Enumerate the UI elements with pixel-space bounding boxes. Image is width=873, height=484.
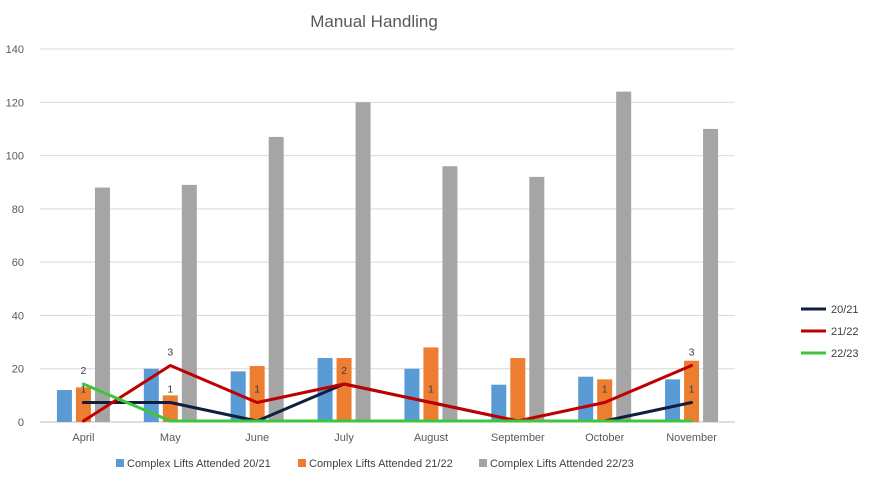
- legend-bottom: Complex Lifts Attended 20/21 Complex Lift…: [116, 458, 634, 470]
- x-tick-label: September: [491, 432, 545, 444]
- legend-item: Complex Lifts Attended 20/21: [116, 458, 271, 470]
- x-tick-label: November: [666, 432, 717, 444]
- bar: [665, 379, 681, 422]
- data-label: 2: [341, 365, 347, 377]
- bar: [230, 371, 246, 422]
- bar: [317, 358, 333, 422]
- y-axis: 0 20 40 60 80 100 120 140: [6, 44, 24, 429]
- legend-swatch: [298, 459, 306, 467]
- y-tick-label: 80: [12, 204, 24, 216]
- data-label: 1: [689, 384, 695, 396]
- x-tick-label: August: [414, 432, 448, 444]
- bar: [597, 379, 613, 422]
- line-series: [81, 364, 694, 423]
- bar: [75, 387, 91, 422]
- chart-title: Manual Handling: [310, 12, 438, 31]
- bar: [268, 136, 284, 422]
- y-tick-label: 120: [6, 97, 24, 109]
- legend-item: Complex Lifts Attended 21/22: [298, 458, 453, 470]
- y-tick-label: 0: [18, 417, 24, 429]
- x-tick-label: May: [160, 432, 181, 444]
- y-tick-label: 140: [6, 44, 24, 56]
- y-tick-label: 20: [12, 364, 24, 376]
- line-data-labels: 1 1 2 1 3 1 1 1 3 2: [81, 347, 695, 396]
- legend-label: Complex Lifts Attended 22/23: [490, 458, 634, 470]
- y-tick-label: 60: [12, 257, 24, 269]
- bar: [249, 366, 265, 422]
- bar: [510, 358, 526, 422]
- bar: [181, 184, 197, 422]
- data-label: 3: [167, 347, 173, 359]
- legend-item: Complex Lifts Attended 22/23: [479, 458, 634, 470]
- data-label: 1: [254, 384, 260, 396]
- bar: [703, 128, 719, 422]
- x-axis: April May June July August September October No…: [72, 432, 717, 444]
- bar: [442, 166, 458, 422]
- legend-label: 22/23: [831, 348, 859, 360]
- data-label: 3: [689, 347, 695, 359]
- line-22-23: [81, 382, 694, 423]
- data-label: 1: [602, 384, 608, 396]
- legend-swatch: [479, 459, 487, 467]
- legend-label: 21/22: [831, 326, 859, 338]
- bar: [684, 360, 700, 422]
- bar: [143, 368, 159, 422]
- x-tick-label: June: [245, 432, 269, 444]
- x-tick-label: July: [334, 432, 354, 444]
- bar: [529, 176, 545, 422]
- bar: [578, 376, 594, 422]
- x-tick-label: October: [585, 432, 624, 444]
- legend-label: Complex Lifts Attended 21/22: [309, 458, 453, 470]
- x-tick-label: April: [72, 432, 94, 444]
- legend-item: 20/21: [801, 304, 859, 316]
- legend-swatch: [116, 459, 124, 467]
- data-label: 1: [428, 384, 434, 396]
- bar: [336, 358, 352, 422]
- bar: [56, 390, 72, 422]
- data-label: 1: [81, 384, 87, 396]
- data-label: 1: [167, 384, 173, 396]
- bar-series: [56, 91, 719, 423]
- legend-item: 21/22: [801, 326, 859, 338]
- y-tick-label: 40: [12, 310, 24, 322]
- legend-right: 20/21 21/22 22/23: [801, 304, 859, 360]
- bar: [491, 384, 507, 422]
- legend-label: 20/21: [831, 304, 859, 316]
- y-tick-label: 100: [6, 151, 24, 163]
- bar: [404, 368, 420, 422]
- bar: [616, 91, 632, 422]
- line-21-22: [81, 364, 694, 423]
- legend-label: Complex Lifts Attended 20/21: [127, 458, 271, 470]
- data-label: 2: [81, 365, 87, 377]
- bar: [355, 102, 371, 423]
- bar: [94, 187, 110, 422]
- legend-item: 22/23: [801, 348, 859, 360]
